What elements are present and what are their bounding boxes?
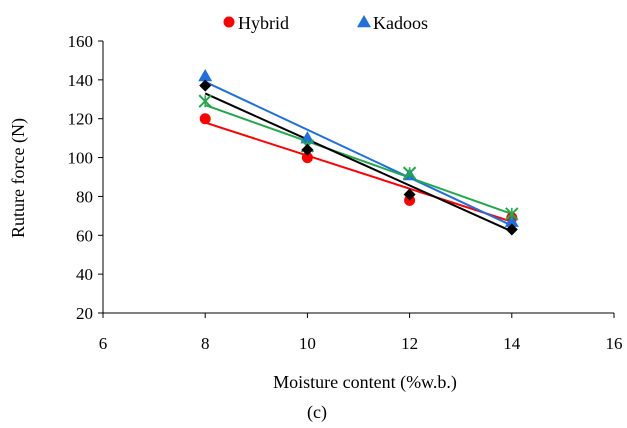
legend-label: Kadoos [373,13,428,33]
axes [103,41,614,313]
y-tick-label: 140 [68,71,94,90]
data-point-series-1 [198,69,212,81]
data-point-series-3 [199,80,211,92]
data-point-series-2 [199,95,211,107]
y-tick-label: 120 [68,110,94,129]
legend-label: Hybrid [238,13,289,33]
panel-label: (c) [307,402,327,423]
trend-line-series-3 [205,93,512,231]
x-tick-label: 16 [606,334,623,353]
y-tick-label: 100 [68,149,94,168]
data-point-series-0 [200,113,211,124]
legend-marker [224,17,235,28]
y-axis-label: Ruture force (N) [8,118,29,238]
x-tick-label: 10 [299,334,316,353]
y-tick-label: 80 [76,187,93,206]
data-points [198,69,519,235]
trend-line-series-1 [205,82,512,226]
data-point-series-2 [506,208,518,220]
y-tick-label: 40 [76,265,93,284]
ticks: 20 40 60 80 100 120 140 160 6 8 10 12 14 16 [68,32,623,353]
trend-lines [205,82,512,232]
x-tick-label: 6 [99,334,108,353]
x-tick-label: 8 [201,334,210,353]
x-tick-label: 14 [503,334,521,353]
trend-line-series-0 [205,123,512,222]
x-axis-label: Moisture content (%w.b.) [273,372,457,393]
y-tick-label: 160 [68,32,94,51]
legend: Hybrid Kadoos [224,13,429,33]
y-tick-label: 20 [76,304,93,323]
x-tick-label: 12 [401,334,418,353]
y-tick-label: 60 [76,226,93,245]
data-point-series-2 [404,167,416,179]
legend-marker [357,15,371,27]
trend-line-series-2 [205,105,512,214]
